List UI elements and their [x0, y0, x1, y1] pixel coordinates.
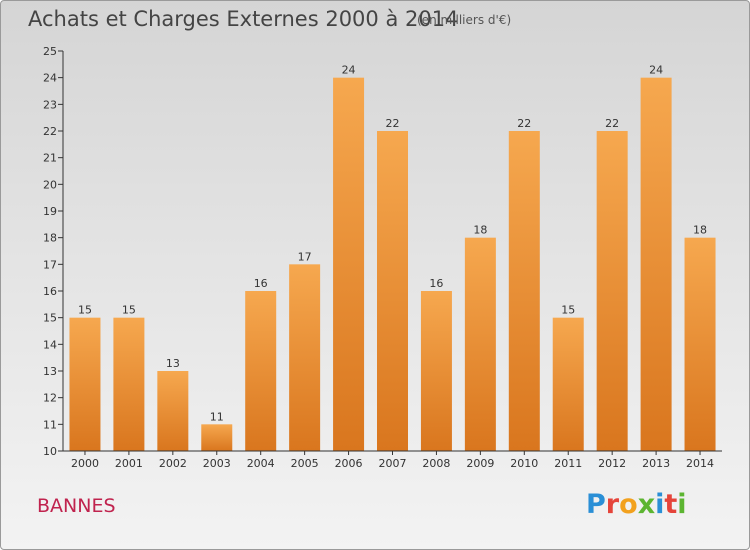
brand-letter: x	[637, 489, 656, 520]
y-tick-label: 23	[43, 98, 57, 111]
y-tick-label: 24	[43, 72, 57, 85]
data-label: 24	[649, 64, 663, 77]
bar	[596, 131, 628, 451]
brand-letter: r	[605, 489, 620, 520]
data-label: 22	[386, 117, 400, 130]
x-tick-label: 2005	[291, 457, 319, 470]
bar	[684, 237, 716, 451]
y-tick-label: 16	[43, 285, 57, 298]
data-label: 17	[298, 250, 312, 263]
y-tick-label: 11	[43, 418, 57, 431]
brand-letter: t	[664, 489, 678, 520]
bar	[201, 424, 233, 451]
y-tick-label: 12	[43, 392, 57, 405]
y-tick-label: 15	[43, 312, 57, 325]
brand-letter: i	[655, 489, 665, 520]
y-tick-label: 25	[43, 45, 57, 58]
bar	[157, 371, 189, 451]
bar	[69, 317, 101, 451]
brand-letter: P	[586, 489, 606, 520]
y-tick-label: 20	[43, 178, 57, 191]
data-label: 16	[254, 277, 268, 290]
bar	[552, 317, 584, 451]
x-tick-label: 2006	[335, 457, 363, 470]
x-tick-label: 2001	[115, 457, 143, 470]
bar	[113, 317, 145, 451]
x-tick-label: 2010	[510, 457, 538, 470]
y-tick-label: 14	[43, 338, 57, 351]
chart-subtitle: (en milliers d'€)	[417, 13, 512, 27]
y-tick-label: 19	[43, 205, 57, 218]
bar	[464, 237, 496, 451]
data-label: 13	[166, 357, 180, 370]
data-label: 16	[429, 277, 443, 290]
x-tick-label: 2004	[247, 457, 275, 470]
bar	[333, 77, 365, 452]
brand-logo: Proxiti	[586, 489, 687, 520]
brand-letter: i	[677, 489, 687, 520]
brand-letter: o	[619, 489, 638, 520]
data-label: 18	[473, 224, 487, 237]
data-label: 18	[693, 224, 707, 237]
data-label: 15	[122, 304, 136, 317]
y-tick-label: 21	[43, 152, 57, 165]
x-tick-label: 2007	[379, 457, 407, 470]
data-label: 15	[561, 304, 575, 317]
x-tick-label: 2002	[159, 457, 187, 470]
x-tick-label: 2012	[598, 457, 626, 470]
x-tick-label: 2009	[466, 457, 494, 470]
x-tick-label: 2013	[642, 457, 670, 470]
x-tick-label: 2000	[71, 457, 99, 470]
y-tick-label: 10	[43, 445, 57, 458]
y-tick-label: 18	[43, 232, 57, 245]
chart-title: Achats et Charges Externes 2000 à 2014	[28, 7, 459, 31]
bar	[508, 131, 540, 451]
bar	[289, 264, 321, 451]
bar	[377, 131, 408, 451]
data-label: 22	[517, 117, 531, 130]
bar	[640, 77, 672, 452]
data-label: 15	[78, 304, 92, 317]
data-label: 22	[605, 117, 619, 130]
x-tick-label: 2008	[422, 457, 450, 470]
data-label: 11	[210, 410, 224, 423]
location-label: BANNES	[37, 495, 116, 517]
bar	[245, 291, 277, 451]
bar	[420, 291, 452, 451]
y-tick-label: 22	[43, 125, 57, 138]
x-tick-label: 2003	[203, 457, 231, 470]
x-tick-label: 2011	[554, 457, 582, 470]
y-tick-label: 13	[43, 365, 57, 378]
x-tick-label: 2014	[686, 457, 714, 470]
data-label: 24	[342, 64, 356, 77]
y-tick-label: 17	[43, 258, 57, 271]
